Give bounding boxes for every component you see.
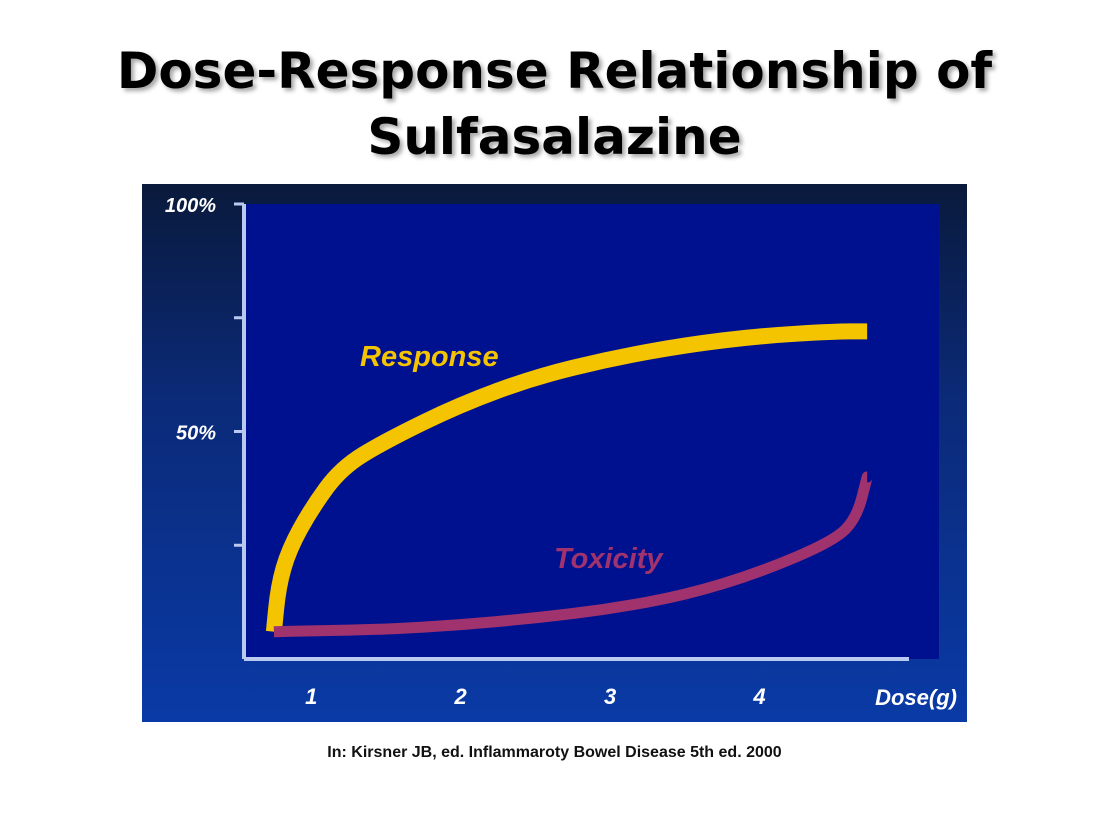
- y-tick-label: 100%: [165, 195, 216, 217]
- series-line-toxicity: [273, 475, 873, 638]
- x-tick-label: 1: [305, 684, 317, 709]
- series-label-response: Response: [360, 341, 499, 373]
- x-tick-label: 3: [604, 684, 616, 709]
- y-tick-label: 50%: [176, 423, 216, 445]
- title-line-2: Sulfasalazine: [367, 108, 742, 166]
- source-citation: In: Kirsner JB, ed. Inflammaroty Bowel D…: [327, 744, 782, 761]
- title-line-1: Dose-Response Relationship of: [116, 42, 993, 100]
- series-label-toxicity: Toxicity: [554, 543, 664, 575]
- plot-area: [244, 204, 939, 659]
- x-tick-label: 2: [454, 684, 468, 709]
- x-axis-label: Dose(g): [875, 685, 957, 710]
- series-line-response: [265, 323, 868, 633]
- dose-response-chart: 100% 50% 1 2 3 4 Dose(g) Response Toxicity: [165, 195, 957, 710]
- page-title: Dose-Response Relationship of Sulfasalaz…: [0, 38, 1109, 170]
- chart-panel: 100% 50% 1 2 3 4 Dose(g) Response Toxicity: [142, 184, 967, 722]
- x-tick-label: 4: [752, 684, 765, 709]
